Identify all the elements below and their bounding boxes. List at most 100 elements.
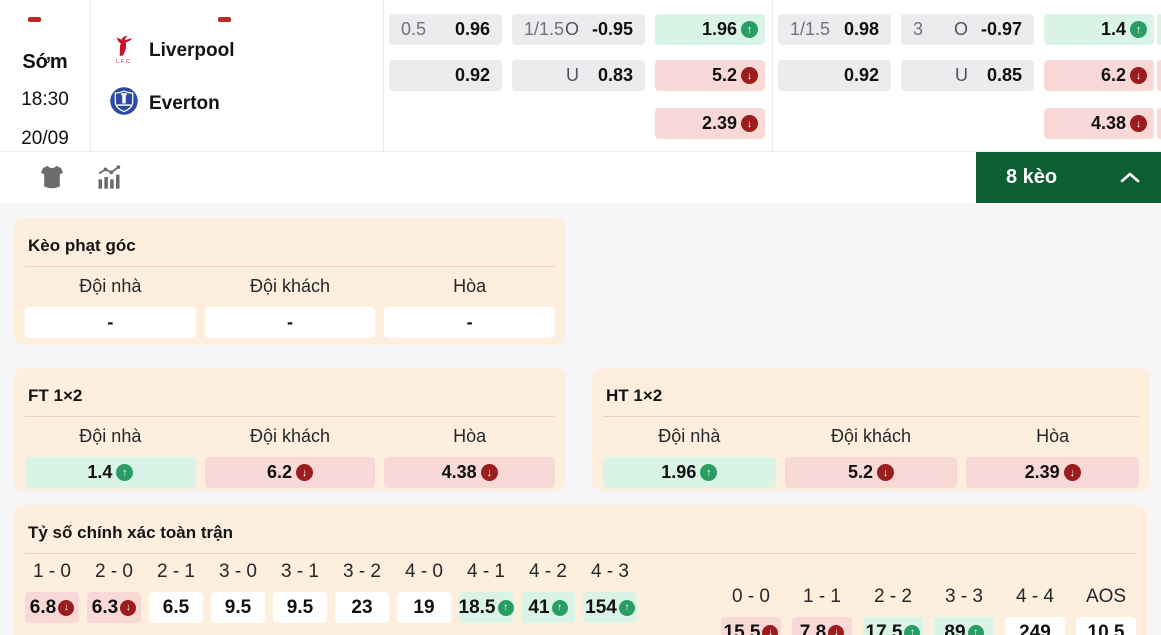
home-win-odds-cell[interactable]: 1.4: [1044, 14, 1154, 45]
ht-1x2-card: HT 1×2 Đội nhà Đội khách Hòa 1.96 5.2 2.…: [592, 368, 1150, 491]
ft-draw-odds-cell[interactable]: 4.38: [384, 457, 555, 488]
score-odds-cell[interactable]: 18.5: [459, 592, 514, 623]
away-win-odds-cell[interactable]: 6.2: [1044, 60, 1154, 91]
score-odds-cell[interactable]: 6.3: [87, 592, 141, 623]
ft-home-odds-cell[interactable]: 1.4: [25, 457, 196, 488]
score-column: 4 - 0 19: [397, 561, 451, 623]
clipped-odds-cell: [1157, 108, 1161, 139]
score-column: 1 - 0 6.8: [25, 561, 79, 623]
handicap-line: 1/1.5: [790, 19, 831, 39]
trend-icon: [120, 599, 137, 616]
draw-column-header: Hòa: [453, 426, 487, 446]
trend-icon: [497, 599, 514, 616]
odds-value: 6.2: [1100, 65, 1126, 85]
odds-value: -0.95: [591, 19, 633, 39]
handicap-home-odds-cell[interactable]: 0.5 0.96: [389, 14, 502, 45]
section-title: Kèo phạt góc: [25, 228, 555, 267]
home-team-name: Liverpool: [149, 40, 235, 61]
score-odds-cell[interactable]: 7.8: [792, 617, 852, 635]
match-time-column: Sớm 18:30 20/09: [0, 0, 90, 152]
score-odds-cell[interactable]: 19: [397, 592, 451, 623]
score-odds-cell[interactable]: 6.8: [25, 592, 79, 623]
home-win-odds-cell[interactable]: 1.96: [655, 14, 765, 45]
score-column: 2 - 1 6.5: [149, 561, 203, 623]
everton-crest-icon: [108, 86, 140, 122]
odds-value: 6.3: [91, 596, 119, 618]
odds-value: 0.92: [843, 65, 879, 85]
away-column-header: Đội khách: [249, 426, 331, 446]
draw-odds-cell[interactable]: 4.38: [1044, 108, 1154, 139]
liverpool-crest-icon: L.F.C.: [108, 33, 140, 69]
draw-odds-cell[interactable]: 2.39: [655, 108, 765, 139]
stats-chart-icon[interactable]: [95, 163, 125, 193]
ht-draw-odds-cell[interactable]: 2.39: [966, 457, 1139, 488]
odds-value: 1.4: [1100, 19, 1126, 39]
handicap-home-odds-cell[interactable]: 1/1.5 0.98: [778, 14, 891, 45]
trend-icon: [551, 599, 568, 616]
odds-value: 2.39: [1024, 462, 1060, 482]
trend-icon: [480, 464, 498, 481]
odds-value: -: [286, 312, 293, 332]
home-team-row[interactable]: L.F.C. Liverpool: [108, 33, 235, 69]
score-odds-cell[interactable]: 9.5: [273, 592, 327, 623]
ft-away-odds-cell[interactable]: 6.2: [204, 457, 376, 488]
score-label: 4 - 0: [404, 561, 444, 582]
score-odds-cell[interactable]: 89: [934, 617, 994, 635]
bets-count-toggle-button[interactable]: 8 kèo: [976, 152, 1161, 203]
odds-value: -0.97: [980, 19, 1022, 39]
score-column: 0 - 0 15.5: [721, 586, 781, 635]
handicap-away-odds-cell[interactable]: 0.92: [389, 60, 502, 91]
score-odds-cell[interactable]: 9.5: [211, 592, 265, 623]
ht-home-odds-cell[interactable]: 1.96: [603, 457, 776, 488]
odds-value: 2.39: [701, 113, 737, 133]
corner-draw-odds-cell[interactable]: -: [384, 307, 555, 338]
score-label: 2 - 1: [156, 561, 196, 582]
odds-value: 5.2: [711, 65, 737, 85]
corner-home-odds-cell[interactable]: -: [25, 307, 196, 338]
score-odds-cell[interactable]: 154: [583, 592, 637, 623]
score-label: AOS: [1085, 586, 1127, 607]
odds-value: 1.96: [661, 462, 697, 482]
ht-away-odds-cell[interactable]: 5.2: [784, 457, 958, 488]
score-label: 3 - 3: [944, 586, 984, 607]
jersey-icon[interactable]: [38, 163, 68, 193]
section-title: Tỷ số chính xác toàn trận: [25, 515, 1136, 554]
section-title: FT 1×2: [25, 378, 555, 417]
over-odds-cell[interactable]: 1/1.5 O -0.95: [512, 14, 645, 45]
score-label: 3 - 0: [218, 561, 258, 582]
score-odds-cell[interactable]: 23: [335, 592, 389, 623]
odds-value: 6.8: [29, 596, 57, 618]
under-odds-cell[interactable]: U 0.83: [512, 60, 645, 91]
trend-icon: [741, 115, 758, 132]
score-odds-cell[interactable]: 15.5: [721, 617, 781, 635]
draw-column-header: Hòa: [453, 276, 487, 296]
trend-icon: [296, 464, 313, 481]
handicap-away-odds-cell[interactable]: 0.92: [778, 60, 891, 91]
score-odds-cell[interactable]: 17.5: [863, 617, 923, 635]
score-odds-cell[interactable]: 10.5: [1076, 617, 1136, 635]
under-label: U: [566, 65, 579, 85]
under-odds-cell[interactable]: U 0.85: [901, 60, 1034, 91]
over-odds-cell[interactable]: 3 O -0.97: [901, 14, 1034, 45]
corner-away-odds-cell[interactable]: -: [204, 307, 376, 338]
trend-icon: [967, 624, 984, 635]
odds-value: 249: [1019, 621, 1051, 635]
trend-icon: [1130, 21, 1147, 38]
handicap-line: 0.5: [401, 19, 427, 39]
odds-value: 0.98: [843, 19, 879, 39]
score-column: 2 - 0 6.3: [87, 561, 141, 623]
score-column: 3 - 3 89: [934, 586, 994, 635]
odds-value: 89: [944, 621, 966, 635]
crest-caption: L.F.C.: [115, 59, 133, 65]
away-team-row[interactable]: Everton: [108, 86, 220, 122]
score-odds-cell[interactable]: 249: [1005, 617, 1065, 635]
odds-value: 0.85: [986, 65, 1022, 85]
bets-count-label: 8 kèo: [1006, 166, 1058, 188]
score-odds-cell[interactable]: 41: [521, 592, 575, 623]
score-odds-cell[interactable]: 6.5: [149, 592, 203, 623]
away-win-odds-cell[interactable]: 5.2: [655, 60, 765, 91]
kickoff-date: 20/09: [21, 128, 69, 149]
bet-sections-area: Kèo phạt góc Đội nhà Đội khách Hòa - - -…: [0, 203, 1161, 635]
trend-icon: [1063, 464, 1081, 481]
score-label: 1 - 1: [802, 586, 842, 607]
